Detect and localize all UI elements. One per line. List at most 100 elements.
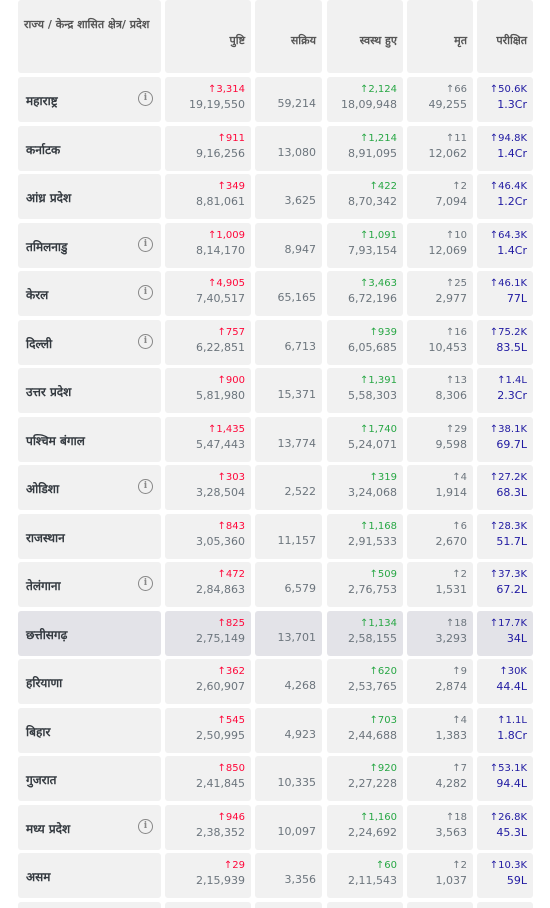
state-cell[interactable]: हरियाणा: [18, 659, 161, 704]
value: 65,165: [277, 291, 317, 304]
column-header[interactable]: सक्रिय: [255, 0, 322, 73]
state-cell[interactable]: असम: [18, 853, 161, 898]
state-cell[interactable]: छत्तीसगढ़: [18, 610, 161, 656]
delta: 1,009: [165, 223, 245, 244]
state-cell[interactable]: दिल्ली i: [18, 319, 161, 365]
value: 5,47,443: [196, 437, 245, 451]
value: 7,93,154: [348, 243, 397, 257]
data-cell: 292,15,939: [165, 853, 251, 898]
info-icon[interactable]: i: [138, 91, 153, 106]
state-cell[interactable]: पश्चिम बंगाल: [18, 416, 161, 462]
delta: 545: [165, 708, 245, 729]
value: 1.3Cr: [497, 98, 527, 111]
value: 1,037: [435, 874, 468, 887]
cell-partial: [165, 901, 251, 908]
state-cell[interactable]: कर्नाटक: [18, 125, 161, 171]
value: 3,28,504: [196, 486, 245, 499]
value: 3,24,068: [348, 486, 397, 499]
delta: 509: [327, 562, 397, 583]
info-icon[interactable]: i: [138, 236, 153, 252]
value: 2,76,753: [348, 583, 397, 596]
value: 4,268: [284, 679, 317, 692]
value: 18,09,948: [341, 98, 397, 111]
value: 2,11,543: [348, 874, 397, 887]
delta: 362: [165, 659, 245, 680]
data-cell: 27,094: [407, 174, 473, 219]
value: 2,53,765: [348, 680, 397, 693]
delta: 900: [165, 368, 245, 389]
column-header[interactable]: परीक्षित: [477, 0, 533, 73]
data-cell: 602,11,543: [327, 853, 403, 898]
info-icon[interactable]: i: [138, 285, 153, 300]
info-icon[interactable]: i: [138, 818, 153, 834]
value: 8,70,342: [348, 195, 397, 208]
value: 3,563: [435, 825, 468, 839]
delta: 38.1K: [477, 417, 527, 438]
data-cell: 183,293: [407, 610, 473, 656]
delta: 2,124: [327, 77, 397, 98]
value: 1,531: [435, 583, 468, 596]
value: 69.7L: [496, 437, 527, 451]
delta: 46.4K: [477, 174, 527, 195]
state-cell[interactable]: आंध्र प्रदेश: [18, 174, 161, 219]
data-cell: 183,563: [407, 804, 473, 850]
state-cell[interactable]: मध्य प्रदेश i: [18, 804, 161, 850]
state-cell[interactable]: बिहार: [18, 707, 161, 753]
column-header[interactable]: मृत: [407, 0, 473, 73]
info-icon[interactable]: i: [138, 479, 153, 494]
value: 1,914: [435, 486, 468, 499]
delta: 6: [407, 514, 467, 535]
value: 8,947: [284, 242, 317, 256]
value: 6,05,685: [348, 340, 397, 354]
delta: 1,160: [327, 805, 397, 826]
value: 2,58,155: [348, 631, 397, 645]
delta: 3,463: [327, 271, 397, 292]
state-cell[interactable]: राजस्थान: [18, 513, 161, 559]
state-cell[interactable]: महाराष्ट्र i: [18, 77, 161, 122]
delta: 4: [407, 465, 467, 486]
info-icon[interactable]: i: [138, 576, 153, 591]
data-cell: 64.3K1.4Cr: [477, 222, 533, 268]
value: 2,874: [435, 680, 468, 693]
data-cell: 138,306: [407, 368, 473, 413]
delta: 30K: [477, 659, 527, 680]
info-icon[interactable]: i: [138, 333, 153, 349]
value: 2,27,228: [348, 777, 397, 790]
state-cell[interactable]: ओडिशा i: [18, 465, 161, 510]
delta: 843: [165, 514, 245, 535]
state-cell[interactable]: केरल i: [18, 271, 161, 316]
value: 10,453: [428, 340, 468, 354]
delta: 1.1L: [477, 708, 527, 729]
delta: 946: [165, 805, 245, 826]
cell-partial: [255, 901, 322, 908]
state-cell[interactable]: गुजरात: [18, 756, 161, 801]
column-header[interactable]: स्वस्थ हुए: [327, 0, 403, 73]
state-name: तमिलनाडु: [26, 239, 68, 254]
column-header[interactable]: राज्य / केन्द्र शासित क्षेत्र/ प्रदेश: [18, 0, 161, 73]
delta: 1,214: [327, 126, 397, 147]
data-cell: 1.4L2.3Cr: [477, 368, 533, 413]
column-header[interactable]: पुष्टि: [165, 0, 251, 73]
state-cell[interactable]: तेलंगाना i: [18, 562, 161, 607]
data-cell: 92,874: [407, 659, 473, 704]
value: 10,335: [277, 776, 317, 789]
state-cell[interactable]: तमिलनाडु i: [18, 222, 161, 268]
delta: 64.3K: [477, 223, 527, 244]
state-cell[interactable]: उत्तर प्रदेश: [18, 368, 161, 413]
value: 2,91,533: [348, 534, 397, 548]
value: 6,713: [284, 339, 317, 353]
value: 2,60,907: [196, 680, 245, 693]
data-cell: 59,214: [255, 77, 322, 122]
